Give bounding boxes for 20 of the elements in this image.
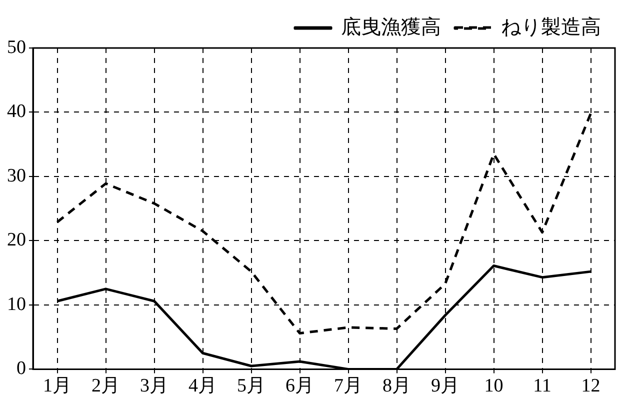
y-tick-label: 30 (7, 165, 26, 186)
x-tick-label: 9月 (431, 376, 460, 397)
x-tick-label: 4月 (188, 376, 217, 397)
y-tick-label: 40 (7, 101, 26, 122)
x-tick-label: 6月 (286, 376, 314, 397)
x-tick-label: 2月 (92, 376, 120, 397)
y-tick-label: 0 (16, 358, 26, 380)
x-tick-label: 5月 (237, 376, 266, 397)
x-tick-label: 3月 (140, 376, 168, 397)
x-tick-label: 12 (581, 376, 600, 397)
x-tick-label: 11 (533, 376, 552, 397)
x-tick-label: 7月 (334, 376, 362, 397)
legend-label: 底曳漁獲高 (341, 15, 441, 38)
x-tick-label: 1月 (43, 376, 72, 397)
y-tick-label: 10 (7, 294, 26, 315)
x-tick-label: 10 (484, 376, 504, 397)
legend-label: ねり製造高 (501, 15, 601, 38)
y-tick-label: 20 (7, 230, 26, 251)
y-tick-label: 50 (7, 36, 26, 58)
x-tick-label: 8月 (382, 376, 411, 397)
